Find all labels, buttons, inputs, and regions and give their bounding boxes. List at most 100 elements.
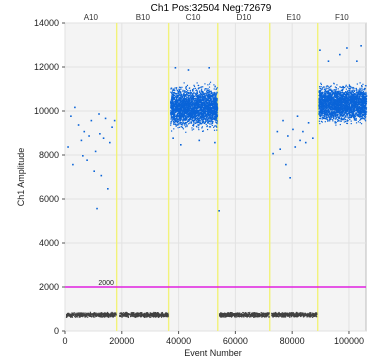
positive-droplet-point xyxy=(195,110,197,112)
positive-droplet-point xyxy=(205,106,207,108)
negative-droplet-point xyxy=(313,313,315,315)
positive-droplet-point xyxy=(199,107,202,110)
positive-droplet-point xyxy=(192,106,195,108)
positive-droplet-point xyxy=(171,100,174,102)
negative-droplet-point xyxy=(252,312,254,314)
negative-droplet-point xyxy=(97,314,99,316)
positive-droplet-point xyxy=(173,94,175,96)
positive-droplet-point xyxy=(204,110,207,113)
positive-droplet-point xyxy=(175,97,178,99)
positive-droplet-point xyxy=(177,92,179,94)
negative-droplet-point xyxy=(303,314,305,316)
negative-droplet-point xyxy=(293,316,295,318)
negative-droplet-point xyxy=(301,315,303,317)
negative-droplet-point xyxy=(91,315,93,317)
negative-droplet-point xyxy=(265,316,267,318)
negative-droplet-point xyxy=(98,314,100,316)
negative-droplet-point xyxy=(106,315,109,317)
positive-droplet-point xyxy=(185,112,188,114)
negative-droplet-point xyxy=(276,315,278,318)
positive-droplet-point xyxy=(207,117,209,119)
positive-droplet-point xyxy=(189,106,191,108)
negative-droplet-point xyxy=(106,314,108,316)
positive-droplet-point xyxy=(173,123,175,125)
positive-droplet-point xyxy=(201,111,203,114)
positive-droplet-point xyxy=(184,94,186,96)
positive-droplet-point xyxy=(209,126,212,128)
positive-droplet-point xyxy=(191,129,193,131)
negative-droplet-point xyxy=(71,313,73,315)
positive-droplet-point xyxy=(212,92,214,94)
positive-droplet-point xyxy=(184,111,186,113)
positive-droplet-point xyxy=(185,118,187,121)
positive-droplet-point xyxy=(199,91,201,93)
negative-droplet-point xyxy=(131,313,133,315)
positive-droplet-point xyxy=(171,102,173,104)
positive-droplet-point xyxy=(189,121,191,123)
negative-droplet-point xyxy=(224,314,226,317)
positive-droplet-point xyxy=(184,107,187,109)
negative-droplet-point xyxy=(281,312,283,314)
negative-droplet-point xyxy=(274,313,276,315)
positive-droplet-point xyxy=(190,98,192,100)
positive-droplet-point xyxy=(194,116,196,118)
positive-droplet-point xyxy=(189,115,191,118)
positive-droplet-point xyxy=(170,103,173,105)
positive-droplet-point xyxy=(209,109,211,112)
negative-droplet-point xyxy=(235,312,237,314)
positive-droplet-point xyxy=(197,102,199,105)
positive-droplet-point xyxy=(188,113,190,115)
positive-droplet-point xyxy=(179,103,181,105)
positive-droplet-point xyxy=(359,111,361,113)
positive-droplet-point xyxy=(211,112,213,114)
positive-droplet-point xyxy=(199,96,201,99)
negative-droplet-point xyxy=(76,312,78,314)
positive-droplet-point xyxy=(178,112,180,114)
negative-droplet-point xyxy=(143,313,146,315)
positive-droplet-point xyxy=(187,114,189,116)
positive-droplet-point xyxy=(170,100,172,103)
negative-droplet-point xyxy=(132,312,134,314)
positive-droplet-point xyxy=(197,107,199,109)
positive-droplet-point xyxy=(179,126,181,128)
negative-droplet-point xyxy=(259,314,261,317)
positive-droplet-point xyxy=(199,96,201,98)
positive-droplet-point xyxy=(187,107,189,110)
positive-droplet-point xyxy=(174,102,176,105)
positive-droplet-point xyxy=(171,92,173,94)
negative-droplet-point xyxy=(104,316,106,318)
negative-droplet-point xyxy=(157,312,159,314)
positive-droplet-point xyxy=(207,95,209,98)
positive-droplet-point xyxy=(201,121,203,123)
positive-droplet-point xyxy=(211,117,213,119)
negative-droplet-point xyxy=(76,314,78,316)
negative-droplet-point xyxy=(298,313,300,315)
positive-droplet-point xyxy=(198,105,200,107)
positive-droplet-point xyxy=(211,121,213,123)
positive-droplet-point xyxy=(173,118,175,120)
negative-droplet-point xyxy=(298,313,300,315)
positive-droplet-point xyxy=(187,106,189,108)
positive-droplet-point xyxy=(173,114,175,116)
positive-droplet-point xyxy=(214,92,216,94)
positive-droplet-point xyxy=(182,124,184,126)
positive-droplet-point xyxy=(213,88,215,90)
negative-droplet-point xyxy=(109,316,112,318)
positive-droplet-point xyxy=(172,92,174,94)
negative-droplet-point xyxy=(147,314,149,316)
positive-droplet-point xyxy=(209,106,212,108)
negative-droplet-point xyxy=(296,316,299,318)
positive-droplet-point xyxy=(180,121,182,123)
positive-droplet-point xyxy=(174,109,176,111)
negative-droplet-point xyxy=(113,312,116,314)
positive-droplet-point xyxy=(215,93,217,95)
positive-droplet-point xyxy=(192,125,195,127)
positive-droplet-point xyxy=(182,89,184,91)
negative-droplet-point xyxy=(67,313,69,315)
negative-droplet-point xyxy=(99,313,101,315)
positive-droplet-point xyxy=(193,112,195,114)
positive-droplet-point xyxy=(198,112,200,115)
positive-droplet-point xyxy=(211,124,213,127)
positive-droplet-point xyxy=(215,110,217,112)
negative-droplet-point xyxy=(292,312,294,314)
